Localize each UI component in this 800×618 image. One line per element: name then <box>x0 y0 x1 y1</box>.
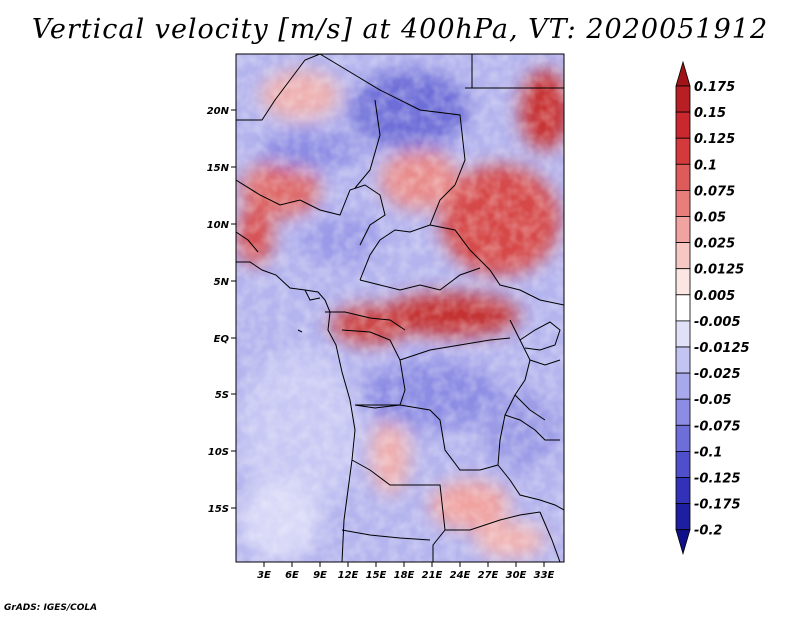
lon-label: 3E <box>257 570 271 581</box>
colorbar-label: 0.05 <box>694 211 726 226</box>
colorbar-label: 0.025 <box>694 237 735 252</box>
colorbar-top-arrow <box>675 60 691 87</box>
colorbar-swatch <box>675 242 691 270</box>
colorbar-swatch <box>675 163 691 191</box>
colorbar-label: 0.175 <box>694 80 735 95</box>
colorbar-label: -0.125 <box>694 472 741 487</box>
lon-label: 9E <box>313 570 327 581</box>
map-title: Vertical velocity [m/s] at 400hPa, VT: 2… <box>31 14 769 45</box>
colorbar-label: 0.075 <box>694 184 735 199</box>
colorbar-bottom-arrow <box>675 529 691 556</box>
lon-label: 30E <box>506 570 527 581</box>
colorbar-label: -0.0125 <box>694 341 750 356</box>
colorbar-swatch <box>675 372 691 400</box>
colorbar-label: -0.05 <box>694 393 731 408</box>
lon-label: 27E <box>478 570 499 581</box>
colorbar: 0.175 0.15 0.125 0.1 0.075 0.05 0.025 0.0125 0.0… <box>675 60 750 556</box>
lon-label: 18E <box>394 570 415 581</box>
velocity-field <box>236 54 564 562</box>
lat-label: 10S <box>208 447 229 458</box>
lat-label: 10N <box>207 220 230 231</box>
lon-label: 6E <box>285 570 299 581</box>
colorbar-swatch <box>675 450 691 478</box>
colorbar-label: -0.075 <box>694 419 741 434</box>
lon-label: 33E <box>534 570 555 581</box>
colorbar-label: -0.025 <box>694 367 741 382</box>
lat-label: 5S <box>215 390 229 401</box>
lon-label: 24E <box>450 570 471 581</box>
colorbar-swatch <box>675 268 691 296</box>
credit-label: GrADS: IGES/COLA <box>4 603 98 613</box>
colorbar-swatch <box>675 216 691 244</box>
country-borders <box>236 54 564 562</box>
colorbar-label: -0.2 <box>694 524 722 539</box>
colorbar-label: -0.005 <box>694 315 741 330</box>
colorbar-label: 0.0125 <box>694 263 744 278</box>
lon-label: 12E <box>338 570 359 581</box>
colorbar-swatch <box>675 85 691 113</box>
colorbar-swatch <box>675 320 691 348</box>
colorbar-swatch <box>675 111 691 139</box>
colorbar-label: -0.1 <box>694 445 722 460</box>
colorbar-swatch <box>675 424 691 452</box>
colorbar-swatch <box>675 398 691 426</box>
colorbar-label: -0.175 <box>694 498 741 513</box>
lon-ticks <box>263 562 545 567</box>
colorbar-label: 0.1 <box>694 158 717 173</box>
colorbar-swatch <box>675 137 691 165</box>
colorbar-swatch <box>675 189 691 217</box>
colorbar-label: 0.15 <box>694 106 726 121</box>
colorbar-swatch <box>675 503 691 531</box>
lon-label: 21E <box>422 570 443 581</box>
lon-label: 15E <box>366 570 387 581</box>
colorbar-swatch <box>675 477 691 505</box>
lat-label: EQ <box>214 334 230 345</box>
lat-label: 5N <box>214 277 230 288</box>
colorbar-label: 0.005 <box>694 289 735 304</box>
lat-label: 15S <box>208 504 229 515</box>
lat-ticks <box>231 109 236 509</box>
lat-label: 20N <box>207 106 230 117</box>
colorbar-swatch <box>675 294 691 322</box>
plot-frame <box>235 53 565 563</box>
lat-label: 15N <box>207 163 230 174</box>
colorbar-swatch <box>675 346 691 374</box>
colorbar-label: 0.125 <box>694 132 735 147</box>
